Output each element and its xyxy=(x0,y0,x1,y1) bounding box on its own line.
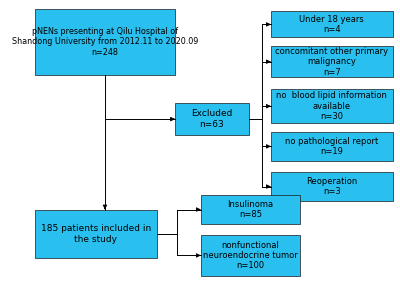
Text: Under 18 years
n=4: Under 18 years n=4 xyxy=(299,15,364,34)
FancyBboxPatch shape xyxy=(271,172,393,201)
Text: no  blood lipid information
available
n=30: no blood lipid information available n=3… xyxy=(276,91,387,121)
FancyBboxPatch shape xyxy=(271,11,393,37)
Text: Excluded
n=63: Excluded n=63 xyxy=(191,109,232,129)
FancyBboxPatch shape xyxy=(271,46,393,77)
FancyBboxPatch shape xyxy=(201,235,300,276)
Text: Insulinoma
n=85: Insulinoma n=85 xyxy=(228,200,274,219)
FancyBboxPatch shape xyxy=(175,103,249,135)
FancyBboxPatch shape xyxy=(271,132,393,161)
Text: no pathological report
n=19: no pathological report n=19 xyxy=(285,137,378,156)
Text: nonfunctional
neuroendocrine tumor
n=100: nonfunctional neuroendocrine tumor n=100 xyxy=(203,241,298,270)
FancyBboxPatch shape xyxy=(201,195,300,224)
FancyBboxPatch shape xyxy=(35,210,156,258)
FancyBboxPatch shape xyxy=(35,9,175,75)
Text: pNENs presenting at Qilu Hospital of
Shandong University from 2012.11 to 2020.09: pNENs presenting at Qilu Hospital of Sha… xyxy=(12,27,198,57)
Text: Reoperation
n=3: Reoperation n=3 xyxy=(306,177,357,196)
Text: 185 patients included in
the study: 185 patients included in the study xyxy=(41,224,151,244)
Text: concomitant other primary
malignancy
n=7: concomitant other primary malignancy n=7 xyxy=(275,47,388,77)
FancyBboxPatch shape xyxy=(271,89,393,123)
